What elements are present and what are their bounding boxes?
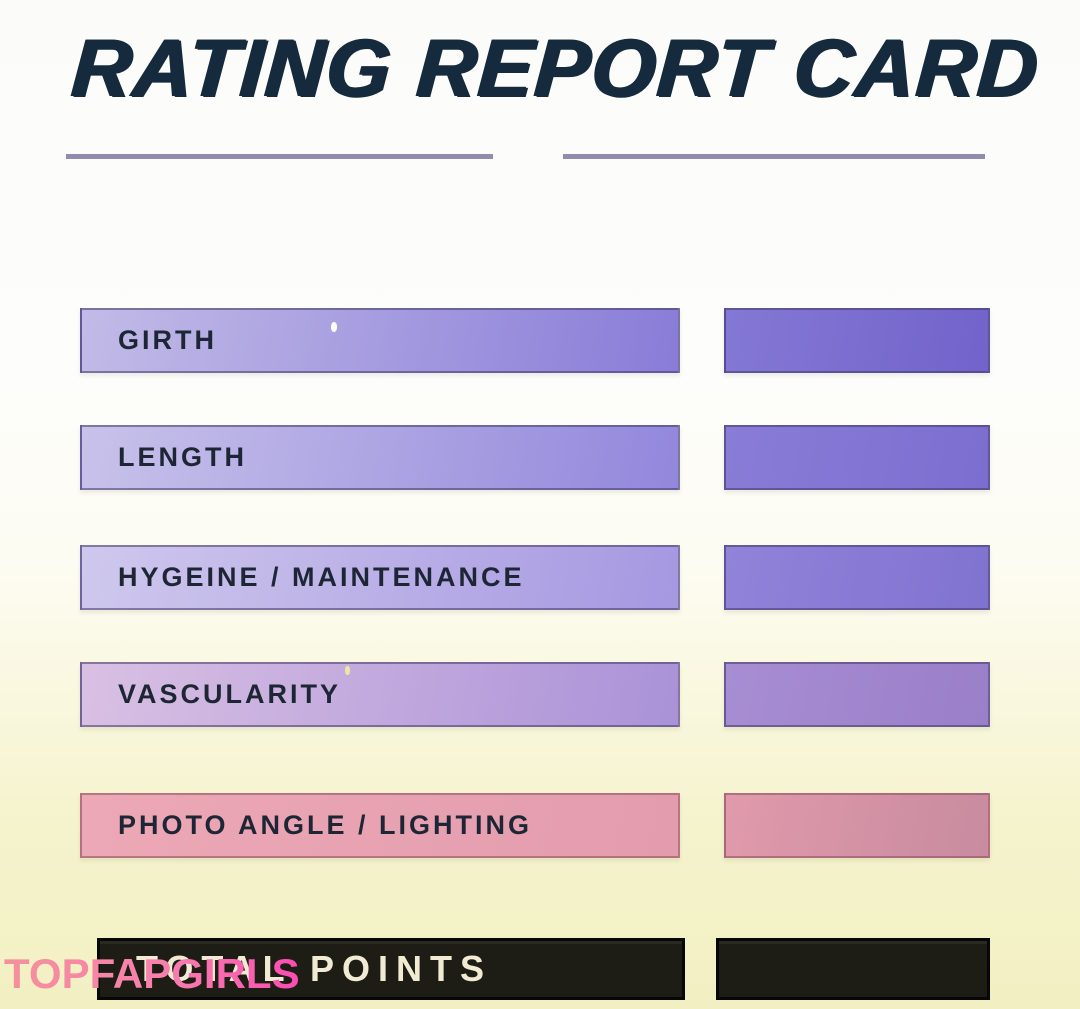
score-box [724,425,990,490]
row-bar: PHOTO ANGLE / LIGHTING [80,793,680,858]
score-box [724,308,990,373]
page-title: RATING REPORT CARD [68,23,1043,114]
score-box [724,793,990,858]
total-points-label: TOTAL POINTS [136,948,493,989]
total-points-bar: TOTAL POINTS [97,938,685,1000]
row-label: VASCULARITY [118,679,342,709]
speck-artifact [345,666,350,675]
score-box [724,545,990,610]
score-box [724,662,990,727]
row-label: HYGEINE / MAINTENANCE [118,562,525,592]
row-label: PHOTO ANGLE / LIGHTING [118,810,533,840]
row-label: GIRTH [118,325,217,355]
speck-artifact [331,322,337,332]
watermark-text: TOPFAPGIRLS [4,950,300,997]
row-bar: GIRTH [80,308,680,373]
row-bar: VASCULARITY [80,662,680,727]
row-bar: LENGTH [80,425,680,490]
divider-line-right [563,154,985,159]
row-label: LENGTH [118,442,247,472]
row-bar: HYGEINE / MAINTENANCE [80,545,680,610]
divider-line-left [66,154,493,159]
total-score-box [716,938,990,1000]
